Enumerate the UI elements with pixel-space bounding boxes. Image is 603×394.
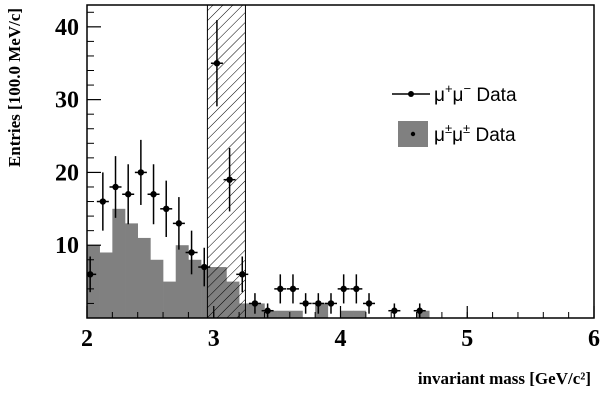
- data-point: [198, 247, 211, 287]
- x-tick-label: 3: [208, 326, 220, 352]
- jpsi-hatched-band: [206, 4, 246, 319]
- histogram-bar: [277, 310, 291, 318]
- same-sign-histogram: [87, 208, 430, 318]
- x-tick-label: 4: [335, 326, 347, 352]
- data-point: [337, 274, 350, 304]
- data-point: [109, 156, 122, 218]
- legend-label-1-sup1: +: [445, 81, 453, 96]
- histogram-bar: [137, 237, 151, 318]
- data-point: [261, 303, 274, 318]
- legend-label-2-sup1: ±: [445, 121, 452, 136]
- legend-label-1-suffix: Data: [471, 85, 517, 106]
- histogram-bar: [112, 208, 126, 318]
- histogram-bar: [175, 245, 189, 318]
- data-point: [274, 274, 287, 304]
- legend-label-1-base2: μ: [453, 85, 464, 106]
- y-tick-label: 20: [55, 160, 79, 186]
- data-point: [363, 293, 376, 314]
- histogram-bar: [416, 310, 430, 318]
- data-point: [210, 20, 223, 107]
- data-point: [147, 164, 160, 225]
- data-point: [248, 293, 261, 314]
- x-axis-title: invariant mass [GeV/c²]: [418, 369, 591, 388]
- data-point: [96, 172, 109, 231]
- legend-entry-opposite-sign: μ+μ− Data: [392, 81, 517, 106]
- data-point: [312, 293, 325, 314]
- legend: μ+μ− Data μ±μ± Data: [392, 81, 517, 147]
- legend-label-1-base1: μ: [434, 85, 445, 106]
- y-axis-title: Entries [100.0 MeV/c]: [5, 8, 24, 167]
- histogram-bar: [264, 310, 278, 318]
- legend-label-1-sup2: −: [464, 81, 472, 96]
- data-point: [172, 197, 185, 250]
- data-point: [185, 230, 198, 275]
- histogram-bar: [289, 310, 303, 318]
- x-tick-label: 2: [81, 326, 93, 352]
- y-tick-label: 10: [55, 233, 79, 259]
- data-point: [223, 147, 236, 212]
- svg-text:μ+μ− Data: μ+μ− Data: [434, 81, 517, 106]
- data-point: [388, 303, 401, 318]
- histogram-bar: [188, 259, 202, 318]
- y-tick-label: 40: [55, 15, 79, 41]
- legend-label-2-suffix: Data: [470, 125, 516, 146]
- data-point: [134, 139, 147, 205]
- legend-label-2-base2: μ: [452, 125, 463, 146]
- histogram-bar: [340, 310, 354, 318]
- data-point: [286, 274, 299, 304]
- data-point: [122, 164, 135, 225]
- legend-entry-same-sign: μ±μ± Data: [398, 121, 516, 147]
- histogram-bar: [87, 245, 100, 318]
- histogram-bar: [150, 259, 164, 318]
- svg-text:μ±μ± Data: μ±μ± Data: [434, 121, 516, 146]
- legend-label-2-base1: μ: [434, 125, 445, 146]
- histogram-bar: [99, 252, 113, 318]
- x-tick-label: 6: [588, 326, 600, 352]
- hatched-band-region: [206, 4, 246, 319]
- legend-label-2-sup2: ±: [463, 121, 470, 136]
- y-tick-label: 30: [55, 88, 79, 114]
- data-point: [324, 293, 337, 314]
- x-tick-label: 5: [461, 326, 473, 352]
- data-point: [350, 274, 363, 304]
- data-point: [236, 256, 249, 293]
- histogram-bar: [163, 281, 177, 318]
- axes: 2 3 4 5 6 10 20 30 40: [55, 11, 600, 352]
- data-point: [299, 293, 312, 314]
- histogram-bar: [353, 310, 367, 318]
- histogram-bar: [125, 223, 138, 318]
- data-point: [160, 180, 173, 237]
- data-point: [413, 303, 426, 318]
